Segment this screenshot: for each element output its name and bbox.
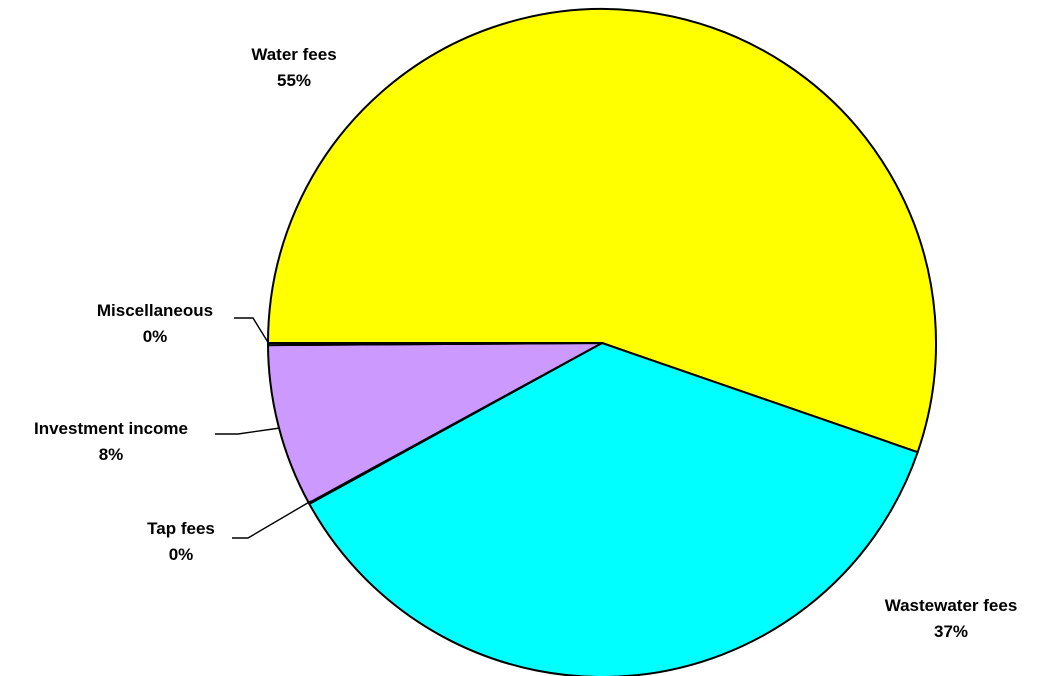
label-tap-fees: Tap fees	[147, 519, 215, 538]
percent-wastewater-fees: 37%	[934, 622, 968, 641]
leader-line-miscellaneous	[234, 317, 270, 345]
percent-miscellaneous: 0%	[143, 327, 168, 346]
slice-water-fees	[267, 8, 937, 454]
leader-line-investment-income	[215, 427, 281, 435]
label-investment-income: Investment income	[34, 419, 188, 438]
percent-water-fees: 55%	[277, 71, 311, 90]
label-water-fees: Water fees	[251, 45, 336, 64]
slice-investment-income	[267, 342, 603, 504]
label-wastewater-fees: Wastewater fees	[885, 596, 1018, 615]
leader-line-tap-fees	[232, 500, 312, 539]
percent-tap-fees: 0%	[169, 545, 194, 564]
percent-investment-income: 8%	[99, 445, 124, 464]
label-miscellaneous: Miscellaneous	[97, 301, 213, 320]
